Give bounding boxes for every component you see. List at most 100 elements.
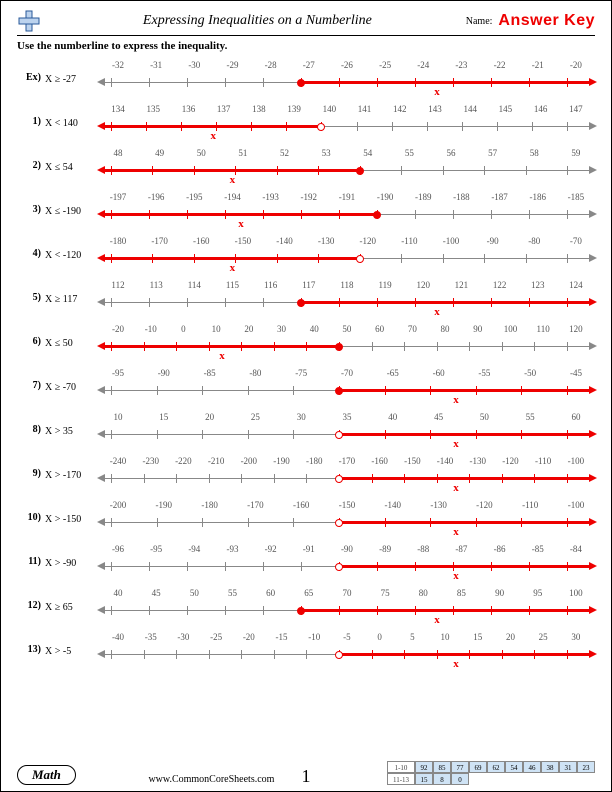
tick-label: 123	[525, 280, 551, 290]
tick-label: 60	[367, 324, 393, 334]
tick-label: -188	[448, 192, 474, 202]
tick-mark	[453, 606, 454, 615]
tick-labels: -40-35-30-25-20-15-10-5051015202530	[99, 632, 595, 642]
tick-mark	[152, 254, 153, 263]
tick-label: 30	[563, 632, 589, 642]
solution-segment	[339, 653, 591, 656]
tick-label: -23	[448, 60, 474, 70]
endpoint-marker	[297, 79, 305, 87]
header: Expressing Inequalities on a Numberline …	[17, 9, 595, 36]
tick-label: 100	[563, 588, 589, 598]
tick-mark	[306, 650, 307, 659]
tick-mark	[415, 562, 416, 571]
site-url: www.CommonCoreSheets.com	[36, 774, 387, 785]
tick-mark	[144, 474, 145, 483]
tick-label: 110	[530, 324, 556, 334]
solution-segment	[339, 433, 591, 436]
tick-mark	[149, 606, 150, 615]
tick-label: -170	[242, 500, 268, 510]
tick-mark	[274, 474, 275, 483]
tick-label: -197	[105, 192, 131, 202]
tick-mark	[274, 342, 275, 351]
arrow-right-icon	[589, 254, 597, 262]
tick-mark	[146, 122, 147, 131]
tick-label: -189	[410, 192, 436, 202]
tick-mark	[248, 430, 249, 439]
tick-label: 146	[528, 104, 554, 114]
tick-mark	[567, 254, 568, 263]
tick-label: 143	[422, 104, 448, 114]
inequality-text: X > 35	[45, 410, 99, 437]
problem-number: 1)	[17, 102, 45, 127]
numberline: -200-190-180-170-160-150-140-130-120-110…	[99, 498, 595, 542]
tick-label: 137	[211, 104, 237, 114]
tick-label: 0	[170, 324, 196, 334]
tick-mark	[286, 122, 287, 131]
solution-segment	[103, 345, 339, 348]
axis	[99, 76, 595, 90]
tick-mark	[157, 386, 158, 395]
tick-mark	[306, 342, 307, 351]
tick-mark	[401, 254, 402, 263]
tick-label: -87	[448, 544, 474, 554]
score-range-label: 1-10	[387, 761, 415, 773]
x-label: x	[219, 350, 225, 362]
tick-mark	[181, 122, 182, 131]
problem-number: 11)	[17, 542, 45, 567]
tick-mark	[534, 650, 535, 659]
tick-label: 80	[410, 588, 436, 598]
problem-number: 7)	[17, 366, 45, 391]
score-grid: 1-109285776962544638312311-131580	[387, 761, 595, 785]
solution-segment	[103, 169, 360, 172]
tick-mark	[497, 122, 498, 131]
tick-label: -26	[334, 60, 360, 70]
tick-label: -220	[170, 456, 196, 466]
score-value: 31	[559, 761, 577, 773]
tick-label: -10	[138, 324, 164, 334]
arrow-left-icon	[97, 606, 105, 614]
tick-mark	[263, 298, 264, 307]
tick-mark	[469, 342, 470, 351]
tick-label: 119	[372, 280, 398, 290]
tick-label: 55	[219, 588, 245, 598]
numberline: -240-230-220-210-200-190-180-170-160-150…	[99, 454, 595, 498]
tick-label: -29	[219, 60, 245, 70]
tick-label: -27	[296, 60, 322, 70]
tick-mark	[339, 606, 340, 615]
tick-label: 120	[410, 280, 436, 290]
tick-label: 90	[465, 324, 491, 334]
tick-label: 116	[258, 280, 284, 290]
footer: Math www.CommonCoreSheets.com 1 1-109285…	[17, 761, 595, 785]
tick-mark	[241, 342, 242, 351]
problem-row: Ex)X ≥ -27-32-31-30-29-28-27-26-25-24-23…	[17, 58, 595, 102]
tick-label: -85	[525, 544, 551, 554]
score-value: 77	[451, 761, 469, 773]
tick-mark	[225, 606, 226, 615]
tick-label: -200	[105, 500, 131, 510]
tick-label: -25	[372, 60, 398, 70]
tick-mark	[567, 78, 568, 87]
arrow-left-icon	[97, 650, 105, 658]
problem-number: 6)	[17, 322, 45, 347]
tick-label: -130	[426, 500, 452, 510]
problem-row: 3)X ≤ -190-197-196-195-194-193-192-191-1…	[17, 190, 595, 234]
tick-mark	[274, 650, 275, 659]
arrow-right-icon	[589, 430, 597, 438]
tick-label: 147	[563, 104, 589, 114]
score-row: 1-1092857769625446383123	[387, 761, 595, 773]
tick-label: 40	[105, 588, 131, 598]
tick-mark	[430, 430, 431, 439]
tick-label: -140	[380, 500, 406, 510]
tick-mark	[567, 430, 568, 439]
tick-label: 56	[438, 148, 464, 158]
tick-label: 15	[151, 412, 177, 422]
tick-label: 45	[143, 588, 169, 598]
tick-label: 55	[396, 148, 422, 158]
tick-labels: -96-95-94-93-92-91-90-89-88-87-86-85-84	[99, 544, 595, 554]
arrow-right-icon	[589, 342, 597, 350]
tick-mark	[415, 298, 416, 307]
tick-label: 49	[147, 148, 173, 158]
tick-mark	[202, 430, 203, 439]
arrow-right-icon	[589, 606, 597, 614]
problem-number: 9)	[17, 454, 45, 479]
